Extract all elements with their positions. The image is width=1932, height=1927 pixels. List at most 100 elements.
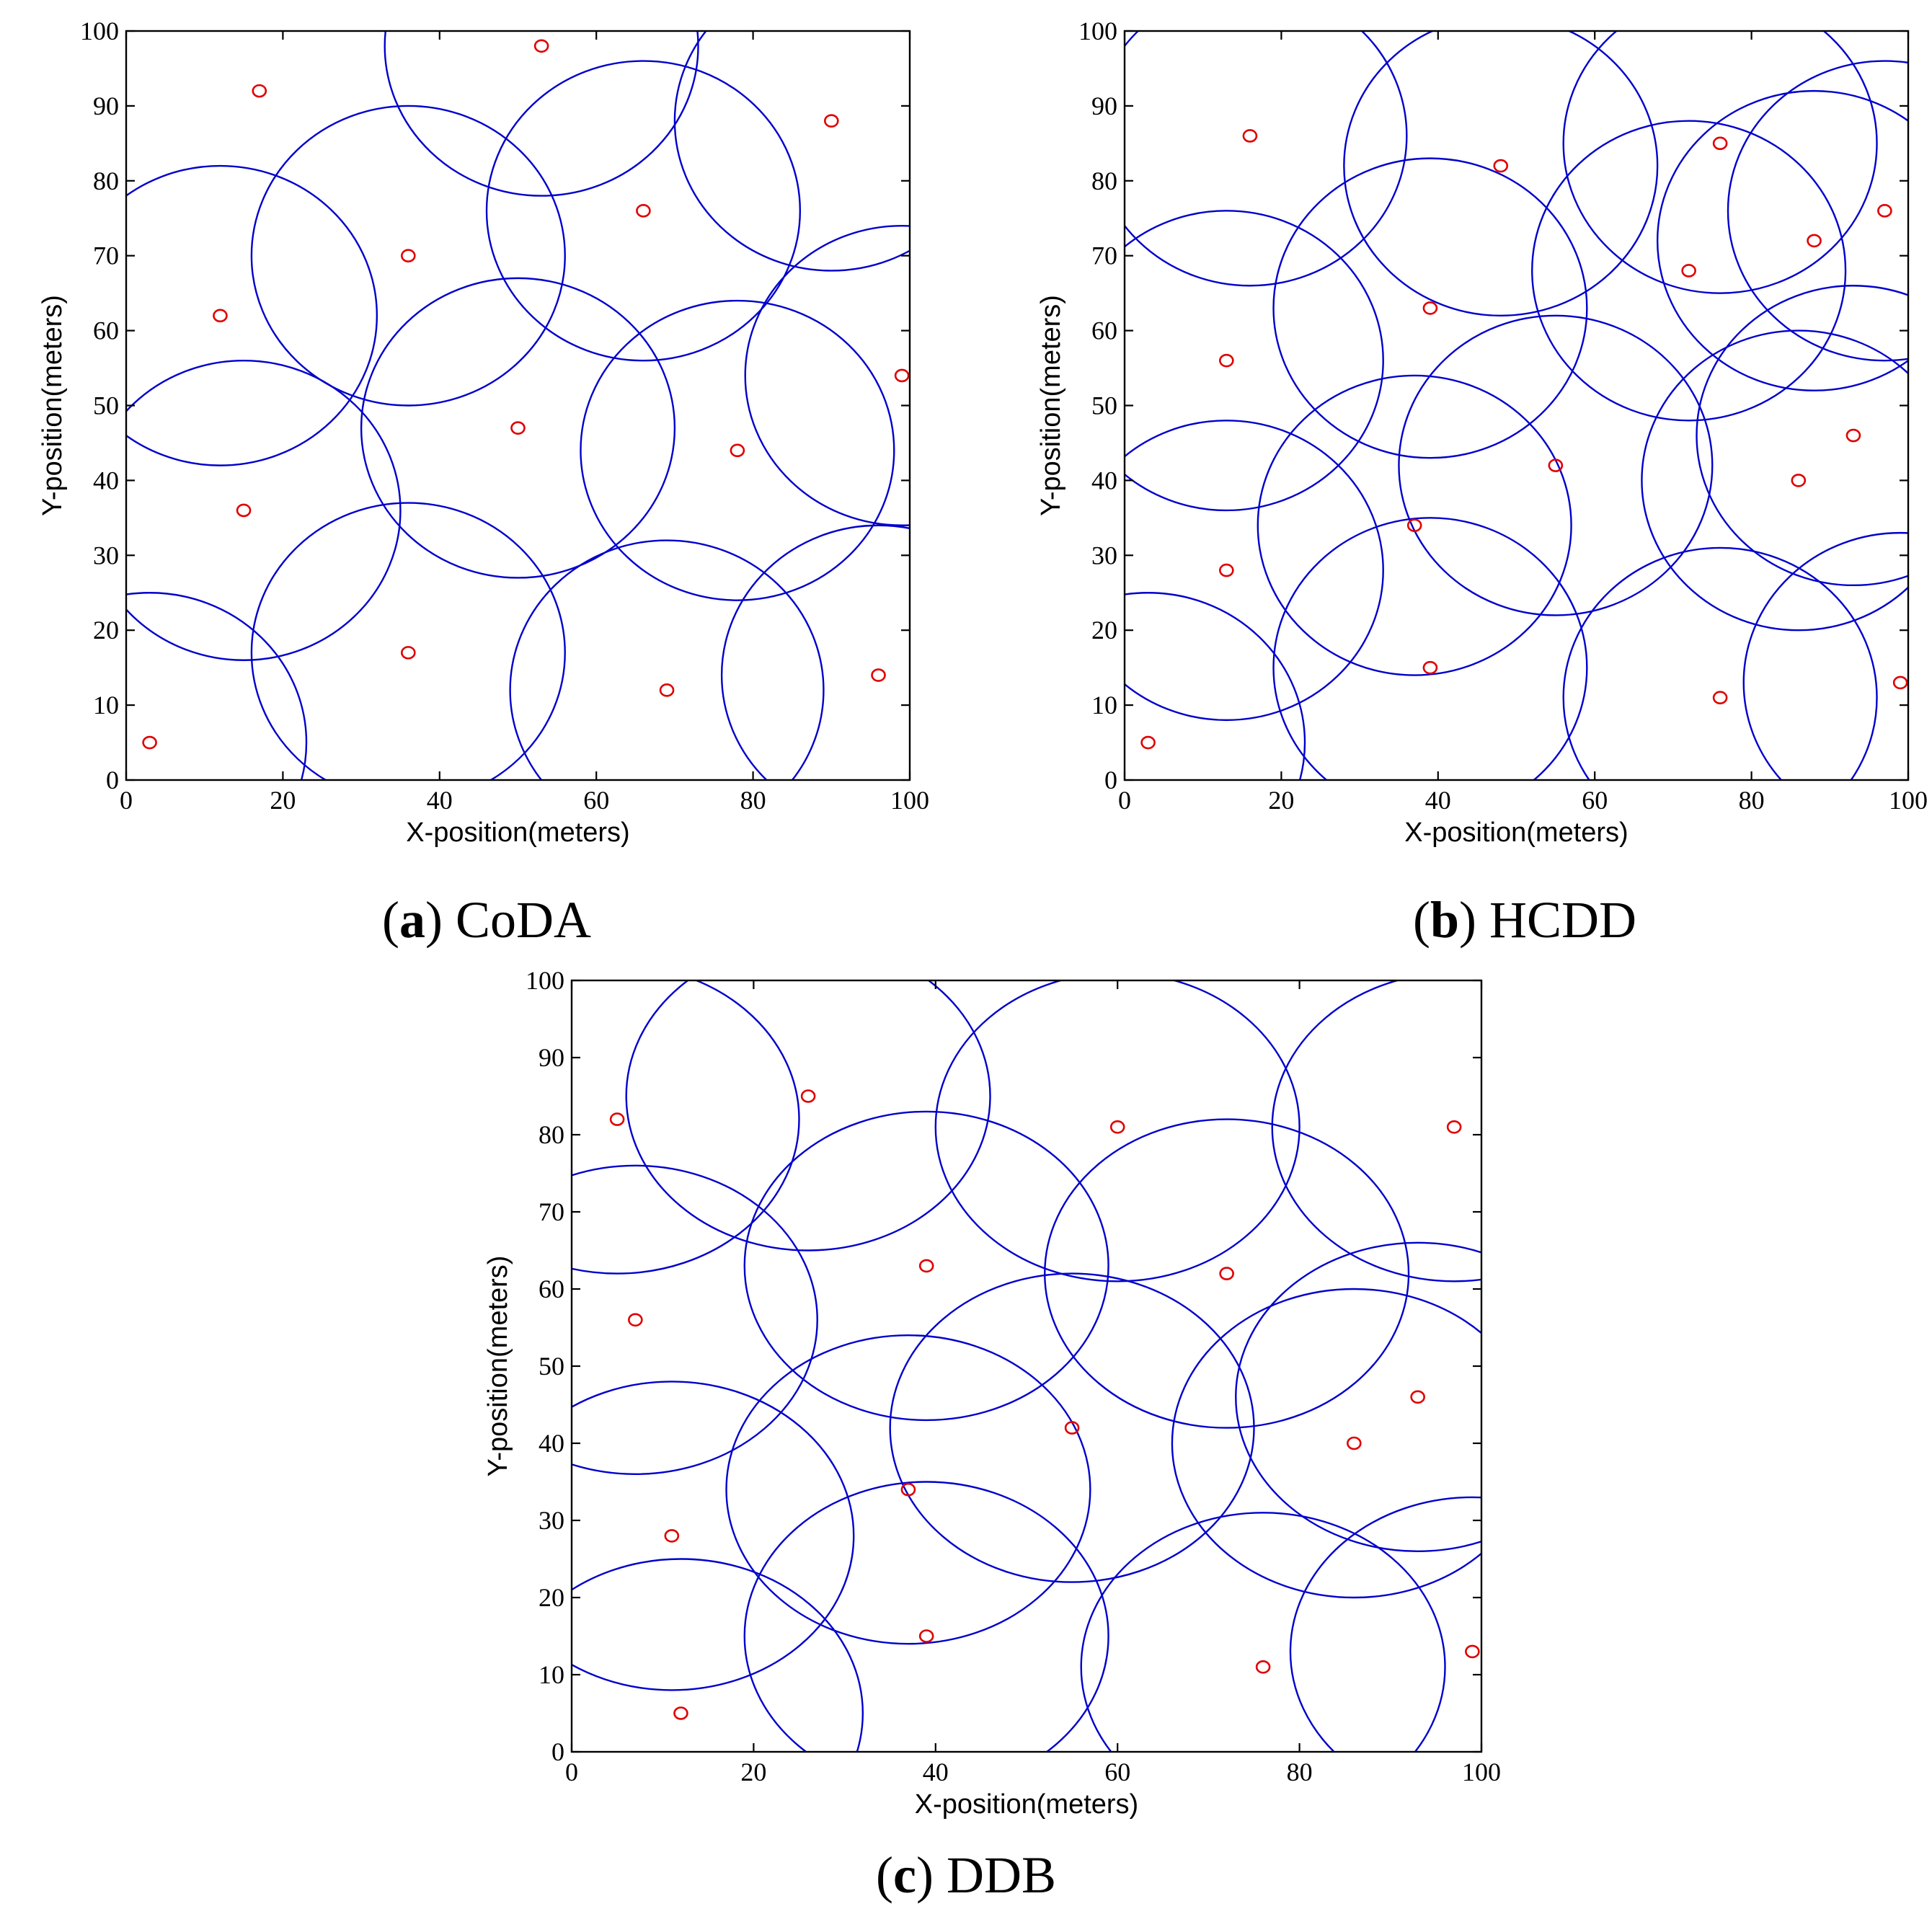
sensor-node-marker xyxy=(673,1706,688,1720)
coverage-circle xyxy=(1125,31,1408,287)
coverage-circle xyxy=(743,1481,1109,1752)
coverage-circle xyxy=(1125,210,1384,512)
caption-paren-open: ( xyxy=(382,891,399,949)
x-tick-label: 80 xyxy=(1287,1758,1313,1786)
sensor-node-marker xyxy=(1242,129,1258,143)
y-tick-label: 50 xyxy=(1091,391,1117,420)
sensor-node-marker xyxy=(918,1629,934,1643)
coverage-circle xyxy=(744,225,910,526)
x-tick-label: 40 xyxy=(427,786,453,815)
coverage-circle xyxy=(1125,592,1306,780)
sensor-node-marker xyxy=(142,735,157,750)
caption-paren-open: ( xyxy=(876,1846,893,1904)
sensor-node-marker xyxy=(800,1089,816,1103)
coverage-circle xyxy=(1742,531,1908,780)
y-tick-label: 60 xyxy=(1091,316,1117,345)
y-tick-label: 30 xyxy=(539,1506,564,1535)
y-tick-label: 80 xyxy=(539,1120,564,1149)
caption-paren-close: ) xyxy=(916,1846,947,1904)
sensor-node-marker xyxy=(1109,1120,1125,1134)
coverage-circle xyxy=(126,592,308,780)
coverage-circle xyxy=(1343,31,1659,316)
x-tick-label: 0 xyxy=(565,1758,578,1786)
coverage-circle xyxy=(1125,420,1384,722)
coverage-circle xyxy=(725,1334,1091,1645)
y-tick-label: 40 xyxy=(93,466,119,495)
plot-frame xyxy=(1123,30,1910,781)
sensor-node-marker xyxy=(664,1529,680,1543)
y-tick-label: 90 xyxy=(1091,92,1117,120)
coverage-circle xyxy=(1044,1118,1410,1429)
x-tick-label: 80 xyxy=(740,786,766,815)
x-tick-label: 0 xyxy=(120,786,133,815)
y-tick-label: 100 xyxy=(1078,17,1117,45)
sensor-node-marker xyxy=(900,1482,916,1497)
y-tick-label: 70 xyxy=(1091,242,1117,270)
sensor-nodes xyxy=(142,39,910,750)
y-tick-label: 50 xyxy=(539,1352,564,1381)
y-tick-label: 60 xyxy=(539,1275,564,1303)
sensor-node-marker xyxy=(1140,735,1156,750)
coverage-circle xyxy=(384,31,699,197)
y-tick-label: 50 xyxy=(93,391,119,420)
coverage-circle xyxy=(1272,157,1588,459)
caption-letter: c xyxy=(893,1846,916,1904)
y-tick-label: 90 xyxy=(93,92,119,120)
sensor-node-marker xyxy=(659,683,675,697)
sensor-node-marker xyxy=(252,84,267,98)
coverage-circle xyxy=(743,1110,1109,1422)
x-tick-label: 80 xyxy=(1739,786,1765,815)
coverage-circle xyxy=(572,1381,855,1691)
sensor-node-marker xyxy=(1712,691,1728,705)
coverage-circle xyxy=(126,360,402,661)
coverage-circle xyxy=(625,980,991,1252)
sensor-node-marker xyxy=(918,1259,934,1273)
x-tick-label: 100 xyxy=(890,786,929,815)
sensor-node-marker xyxy=(236,503,252,518)
coverage-circle xyxy=(1080,1512,1446,1752)
y-tick-label: 80 xyxy=(1091,167,1117,195)
sensor-node-marker xyxy=(1255,1660,1271,1674)
sensor-node-marker xyxy=(636,204,651,218)
sensor-node-marker xyxy=(1681,264,1696,278)
panel-caption: (b) HCDD xyxy=(1413,891,1636,949)
y-tick-label: 20 xyxy=(539,1583,564,1612)
chart-panel-a: 0 20 40 60 80 100 0 10 20 30 40 50 60 70 80 90 100 X-posi… xyxy=(37,17,929,949)
coverage-circle xyxy=(1531,120,1847,422)
coverage-circle xyxy=(1289,1496,1481,1752)
y-tick-label: 0 xyxy=(106,766,119,794)
sensor-node-marker xyxy=(1877,204,1892,218)
sensor-node-marker xyxy=(1493,159,1509,173)
chart-panel-c: 0 20 40 60 80 100 0 10 20 30 40 50 60 70 80 90 100 X-posi… xyxy=(483,966,1501,1904)
y-tick-label: 10 xyxy=(539,1660,564,1689)
sensor-nodes xyxy=(609,1089,1480,1720)
coverage-circle xyxy=(572,1558,864,1752)
coverage-circle xyxy=(1641,329,1908,632)
caption-name: DDB xyxy=(947,1846,1056,1904)
coverage-circle xyxy=(720,524,910,780)
caption-letter: b xyxy=(1430,891,1459,949)
y-tick-label: 30 xyxy=(93,541,119,570)
sensor-node-marker xyxy=(1410,1390,1425,1404)
sensor-node-marker xyxy=(1791,474,1807,487)
x-axis-title: X-position(meters) xyxy=(915,1789,1138,1820)
coverage-circle xyxy=(360,277,676,579)
sensor-node-marker xyxy=(1845,428,1861,443)
y-tick-label: 40 xyxy=(539,1429,564,1458)
sensor-node-marker xyxy=(213,309,228,323)
chart-panel-b: 0 20 40 60 80 100 0 10 20 30 40 50 60 70 80 90 100 X-posi… xyxy=(1036,17,1928,949)
y-tick-label: 100 xyxy=(526,966,564,995)
sensor-node-marker xyxy=(1064,1421,1080,1435)
coverage-circle xyxy=(934,980,1300,1283)
caption-paren-open: ( xyxy=(1413,891,1430,949)
sensor-node-marker xyxy=(533,39,549,53)
sensor-node-marker xyxy=(1807,234,1822,248)
y-tick-label: 0 xyxy=(1104,766,1117,794)
x-tick-label: 100 xyxy=(1462,1758,1501,1786)
x-tick-label: 60 xyxy=(1104,1758,1130,1786)
x-tick-label: 60 xyxy=(1582,786,1608,815)
coverage-circles xyxy=(1125,31,1908,780)
coverage-circle xyxy=(1657,89,1908,391)
y-tick-label: 70 xyxy=(93,242,119,270)
